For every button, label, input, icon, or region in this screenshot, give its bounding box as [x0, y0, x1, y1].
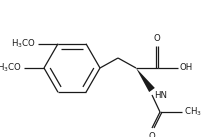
Text: OH: OH — [180, 64, 193, 72]
Polygon shape — [136, 68, 155, 92]
Text: H$_3$CO: H$_3$CO — [11, 38, 36, 50]
Text: O: O — [149, 132, 155, 137]
Text: O: O — [154, 34, 160, 43]
Text: HN: HN — [154, 91, 167, 100]
Text: CH$_3$: CH$_3$ — [184, 106, 202, 118]
Text: H$_3$CO: H$_3$CO — [0, 62, 22, 74]
